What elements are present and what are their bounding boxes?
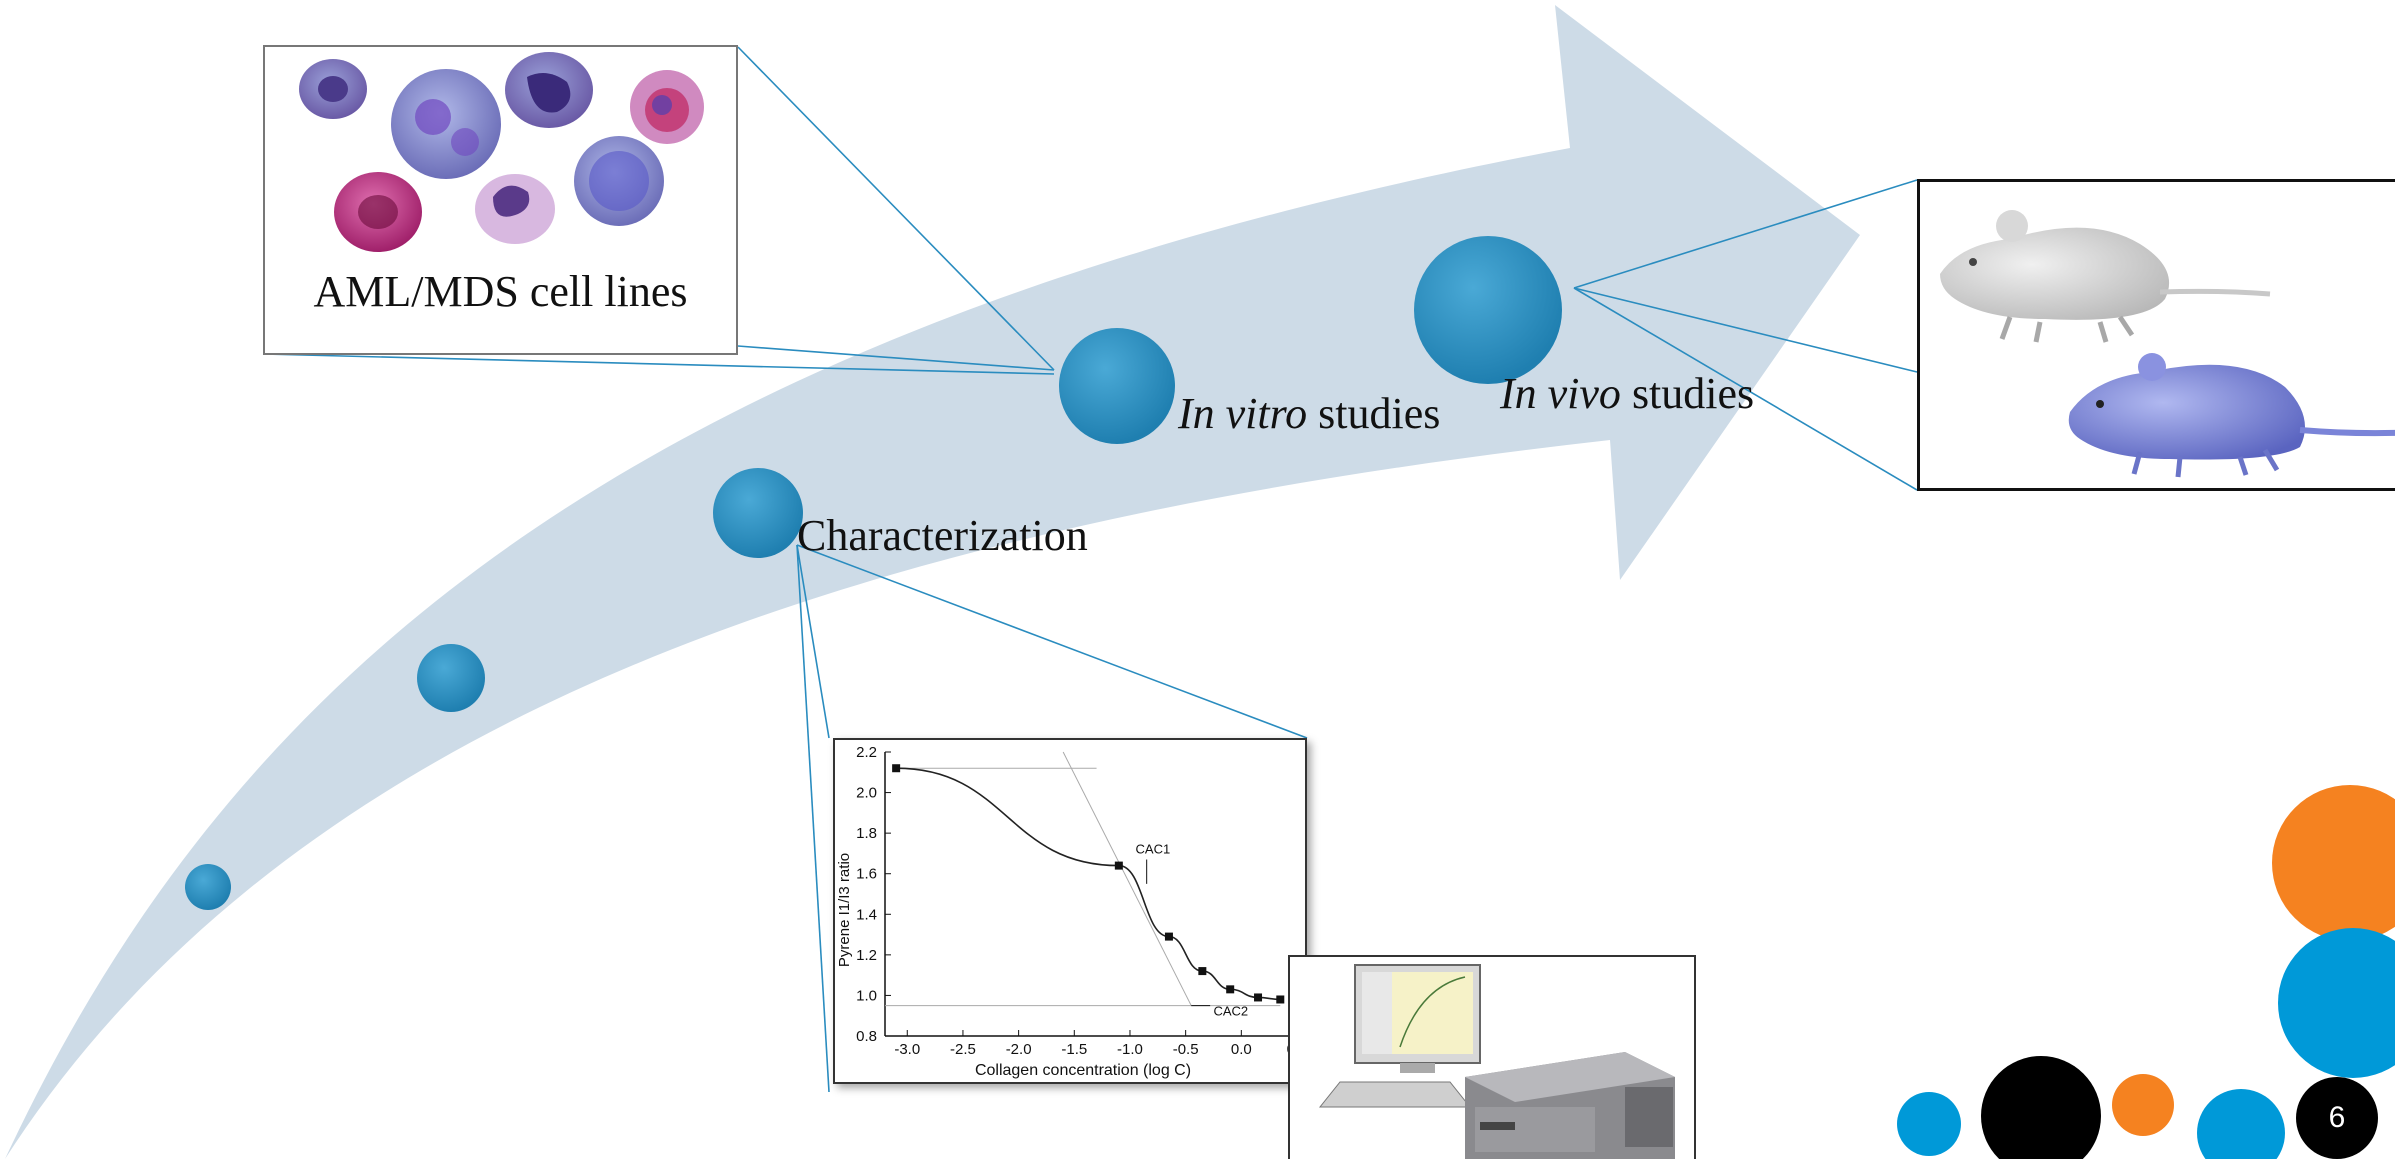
chart-x-tick-label: -1.5 (1061, 1041, 1087, 1058)
timeline-node-characterization (713, 468, 803, 558)
label-in-vitro-rest: studies (1307, 389, 1441, 438)
timeline-node-in-vivo (1414, 236, 1562, 384)
pyrene-chart-panel: -3.0-2.5-2.0-1.5-1.0-0.50.00.50.81.01.21… (833, 738, 1307, 1084)
deco-circle-orange-small (2112, 1074, 2174, 1136)
chart-y-tick-label: 1.6 (856, 866, 877, 883)
timeline-node-2 (417, 644, 485, 712)
label-in-vivo-rest: studies (1620, 369, 1755, 418)
chart-x-tick-label: -1.0 (1117, 1041, 1143, 1058)
deco-circle-blue-small (1897, 1092, 1961, 1156)
chart-data-point (1114, 861, 1123, 870)
chart-data-point (1164, 932, 1173, 941)
chart-x-tick-label: -0.5 (1173, 1041, 1199, 1058)
chart-data-point (1226, 985, 1235, 994)
chart-y-tick-label: 1.2 (856, 947, 877, 964)
chart-data-point (1198, 967, 1207, 976)
chart-helper-line (1062, 751, 1192, 1006)
mice-panel (1917, 179, 2395, 491)
cell-micrograph-icon (299, 52, 704, 252)
page-number: 6 (2296, 1077, 2378, 1159)
chart-x-tick-label: -3.0 (894, 1041, 920, 1058)
chart-y-tick-label: 1.8 (856, 825, 877, 842)
deco-circle-black (1981, 1056, 2101, 1159)
chart-x-label: Collagen concentration (log C) (975, 1062, 1191, 1079)
chart-data-point (892, 764, 901, 773)
cell-lines-panel: AML/MDS cell lines (263, 45, 738, 355)
label-in-vitro-italic: In vitro (1178, 389, 1308, 438)
timeline-node-in-vitro (1059, 328, 1175, 444)
spectrometer-device (1465, 1052, 1675, 1159)
chart-y-tick-label: 1.4 (856, 906, 877, 923)
deco-circle-blue-large (2278, 928, 2395, 1078)
chart-x-tick-label: 0.0 (1231, 1041, 1252, 1058)
pyrene-chart: -3.0-2.5-2.0-1.5-1.0-0.50.00.50.81.01.21… (836, 744, 1305, 1079)
mouse-blue-icon (2068, 353, 2395, 478)
timeline-node-1 (185, 864, 231, 910)
spectrometer-icon (1318, 964, 1675, 1159)
chart-series-line (896, 767, 1281, 1001)
deco-circle-blue-medium (2197, 1089, 2285, 1159)
deco-circle-orange-large (2272, 785, 2395, 941)
chart-y-tick-label: 1.0 (856, 987, 877, 1004)
chart-annotation-cac2: CAC2 (1213, 1004, 1248, 1019)
mouse-gray (1940, 210, 2271, 343)
chart-y-tick-label: 2.2 (856, 744, 877, 761)
label-in-vivo-italic: In vivo (1500, 369, 1621, 418)
mouse-gray-icon (1940, 210, 2271, 343)
chart-data-point (1254, 993, 1263, 1002)
chart-data-point (1276, 995, 1285, 1004)
label-in-vitro: In vitro studies (1178, 392, 1440, 436)
label-characterization: Characterization (797, 511, 1088, 560)
spectrometer-panel (1288, 955, 1696, 1159)
progress-arrow (5, 5, 1860, 1159)
label-in-vivo: In vivo studies (1500, 372, 1754, 416)
chart-x-tick-label: -2.0 (1006, 1041, 1032, 1058)
chart-y-label: Pyrene I1/I3 ratio (836, 853, 853, 967)
cell-lines-caption: AML/MDS cell lines (313, 267, 688, 316)
connector-lines (262, 46, 1918, 1093)
chart-y-tick-label: 2.0 (856, 785, 877, 802)
chart-annotation-cac1: CAC1 (1136, 841, 1171, 856)
chart-y-tick-label: 0.8 (856, 1028, 877, 1045)
chart-x-tick-label: -2.5 (950, 1041, 976, 1058)
mouse-blue (2068, 353, 2395, 478)
computer-monitor-icon (1318, 964, 1481, 1108)
